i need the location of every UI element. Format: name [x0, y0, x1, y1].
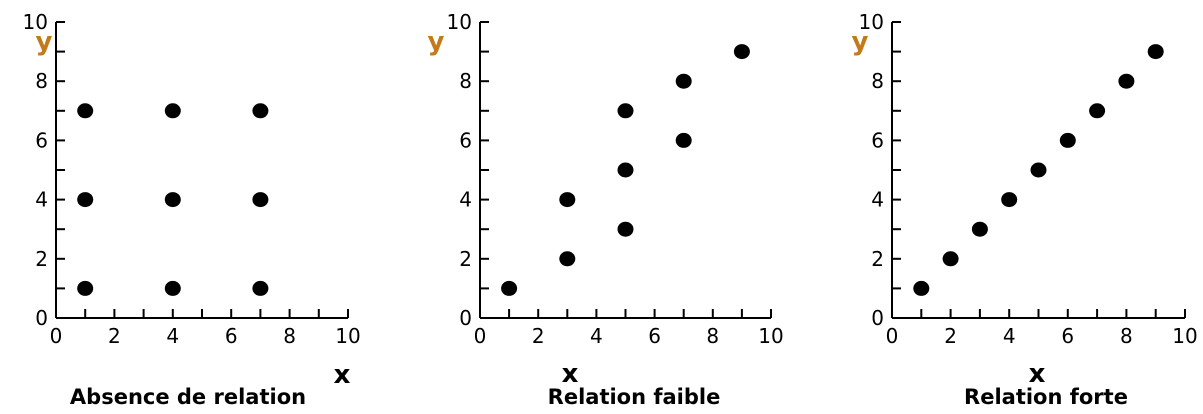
- y-tick-label: 0: [35, 306, 48, 330]
- y-axis-label: y: [428, 27, 445, 57]
- data-point: [675, 73, 692, 89]
- data-point: [942, 251, 959, 267]
- x-tick-label: 6: [1061, 324, 1074, 348]
- y-tick-label: 8: [871, 69, 884, 93]
- data-point: [1089, 103, 1106, 119]
- x-axis-label: x: [1029, 359, 1046, 389]
- data-point: [1059, 132, 1076, 148]
- x-tick-label: 6: [648, 324, 661, 348]
- x-tick-label: 10: [1172, 324, 1197, 348]
- data-point: [252, 103, 269, 119]
- data-point: [164, 103, 181, 119]
- y-tick-label: 8: [459, 69, 472, 93]
- data-point: [1147, 44, 1164, 60]
- y-tick-label: 10: [859, 10, 884, 34]
- chart-caption: Relation forte: [964, 385, 1128, 409]
- data-point: [559, 192, 576, 208]
- x-tick-label: 8: [706, 324, 719, 348]
- y-tick-label: 4: [35, 188, 48, 212]
- data-point: [617, 221, 634, 237]
- data-point: [733, 44, 750, 60]
- chart-caption: Absence de relation: [70, 385, 306, 409]
- data-point: [252, 280, 269, 296]
- y-tick-label: 10: [23, 10, 48, 34]
- y-tick-label: 0: [459, 306, 472, 330]
- y-tick-label: 4: [459, 188, 472, 212]
- data-point: [252, 192, 269, 208]
- y-tick-label: 8: [35, 69, 48, 93]
- y-tick-label: 6: [35, 128, 48, 152]
- y-tick-label: 6: [459, 128, 472, 152]
- x-tick-label: 8: [1120, 324, 1133, 348]
- y-tick-label: 0: [871, 306, 884, 330]
- x-tick-label: 8: [283, 324, 296, 348]
- data-point: [913, 280, 930, 296]
- data-point: [971, 221, 988, 237]
- x-tick-label: 2: [532, 324, 545, 348]
- x-tick-label: 0: [886, 324, 899, 348]
- x-tick-label: 4: [590, 324, 603, 348]
- data-point: [617, 162, 634, 178]
- data-point: [1118, 73, 1135, 89]
- y-tick-label: 2: [459, 247, 472, 271]
- x-tick-label: 10: [335, 324, 360, 348]
- x-tick-label: 4: [166, 324, 179, 348]
- data-point: [164, 192, 181, 208]
- data-point: [164, 280, 181, 296]
- panel-relation-forte: 0 2 4 6 8 10 0 2 4 6 8 10 x y Relation forte: [852, 10, 1198, 409]
- x-axis-label: x: [562, 359, 579, 389]
- x-tick-label: 6: [225, 324, 238, 348]
- y-tick-label: 10: [447, 10, 472, 34]
- chart-caption: Relation faible: [548, 385, 721, 409]
- x-tick-label: 10: [758, 324, 783, 348]
- data-point: [77, 192, 94, 208]
- x-tick-label: 2: [108, 324, 121, 348]
- data-point: [77, 103, 94, 119]
- panel-relation-faible: 0 2 4 6 8 10 0 2 4 6 8 10 x y Relation faible: [428, 10, 784, 409]
- y-tick-label: 4: [871, 188, 884, 212]
- x-tick-label: 2: [944, 324, 957, 348]
- data-point: [77, 280, 94, 296]
- data-point: [1001, 192, 1018, 208]
- data-point: [617, 103, 634, 119]
- y-axis-label: y: [36, 27, 53, 57]
- x-tick-label: 0: [50, 324, 63, 348]
- x-tick-label: 0: [474, 324, 487, 348]
- y-axis-label: y: [852, 27, 869, 57]
- y-tick-label: 2: [871, 247, 884, 271]
- x-axis-label: x: [334, 360, 351, 390]
- data-point: [675, 132, 692, 148]
- data-point: [501, 280, 518, 296]
- panel-absence-de-relation: 0 2 4 6 8 10 0 2 4 6 8 10 x y Absence de relation: [23, 10, 361, 409]
- data-point: [559, 251, 576, 267]
- y-tick-label: 2: [35, 247, 48, 271]
- y-tick-label: 6: [871, 128, 884, 152]
- axes: [55, 22, 348, 319]
- x-tick-label: 4: [1003, 324, 1016, 348]
- data-point: [1030, 162, 1047, 178]
